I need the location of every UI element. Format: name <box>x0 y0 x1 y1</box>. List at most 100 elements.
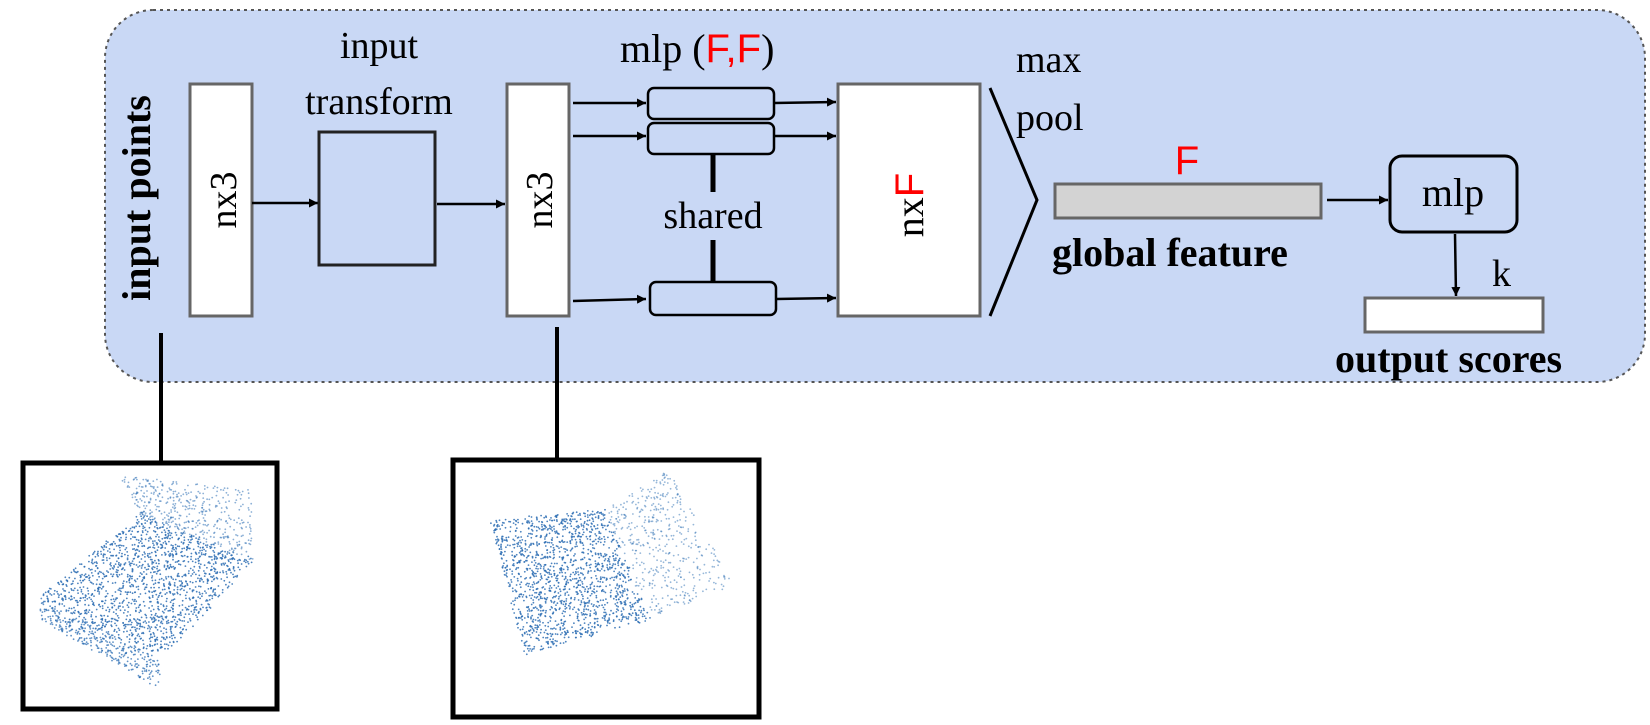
point <box>112 568 115 570</box>
point <box>152 480 155 482</box>
point <box>102 622 104 625</box>
point <box>609 563 611 565</box>
point <box>128 563 131 566</box>
point <box>88 567 90 570</box>
point <box>174 626 177 628</box>
point <box>60 610 62 613</box>
point <box>153 619 156 622</box>
point <box>130 583 133 586</box>
point <box>667 576 670 578</box>
point <box>653 537 656 540</box>
point <box>145 663 148 666</box>
point <box>218 594 221 597</box>
point <box>74 567 77 570</box>
point <box>569 518 572 521</box>
point <box>161 483 164 486</box>
point <box>517 521 520 524</box>
point <box>579 541 582 543</box>
point <box>530 543 532 546</box>
point <box>511 564 514 566</box>
point <box>155 508 158 511</box>
point <box>174 561 177 563</box>
point <box>198 522 201 525</box>
point <box>714 555 717 558</box>
point <box>721 588 724 591</box>
point <box>552 643 555 646</box>
point <box>638 621 641 624</box>
point <box>624 581 627 584</box>
point <box>555 644 558 647</box>
point <box>531 573 534 575</box>
point <box>125 533 127 536</box>
point <box>206 582 209 584</box>
point <box>538 624 541 626</box>
point <box>139 619 141 622</box>
point <box>549 615 551 618</box>
point <box>167 524 170 526</box>
point <box>125 597 128 600</box>
point <box>134 640 137 643</box>
point <box>627 616 630 618</box>
point <box>142 651 144 654</box>
point <box>129 591 132 594</box>
point <box>124 609 126 611</box>
point <box>635 549 638 552</box>
point <box>603 541 606 543</box>
point <box>164 531 167 534</box>
point <box>118 552 121 554</box>
point <box>599 599 602 602</box>
point <box>531 583 534 586</box>
point <box>506 544 509 546</box>
point <box>211 595 214 597</box>
point <box>622 574 625 577</box>
point <box>525 631 528 633</box>
point <box>580 635 582 638</box>
point <box>653 479 655 482</box>
point <box>118 564 121 567</box>
point <box>156 549 159 552</box>
point <box>610 609 612 612</box>
point <box>584 590 586 593</box>
point <box>117 557 120 560</box>
point <box>584 512 586 515</box>
point <box>44 608 47 611</box>
point <box>161 522 164 524</box>
point <box>44 591 47 594</box>
point <box>647 516 650 518</box>
point <box>161 537 164 540</box>
point <box>528 650 530 652</box>
point <box>579 589 581 592</box>
point <box>641 615 644 618</box>
point <box>550 640 553 643</box>
point <box>166 597 168 600</box>
point <box>574 597 576 599</box>
point <box>521 539 524 541</box>
point <box>647 488 649 491</box>
point <box>157 546 160 548</box>
point <box>531 524 533 527</box>
point <box>140 534 143 537</box>
point <box>659 548 661 551</box>
point <box>165 636 168 638</box>
point <box>595 577 598 580</box>
point <box>591 544 594 546</box>
point <box>187 508 190 510</box>
point <box>608 622 611 625</box>
point <box>51 610 54 612</box>
point <box>208 529 211 532</box>
point <box>187 520 190 523</box>
point <box>530 536 533 539</box>
point <box>626 593 628 596</box>
point <box>524 539 527 542</box>
point <box>42 601 44 604</box>
point <box>109 649 112 652</box>
point <box>157 671 159 674</box>
point <box>226 576 229 579</box>
point <box>635 581 638 583</box>
point <box>70 634 72 637</box>
point <box>560 568 563 570</box>
point <box>636 539 638 541</box>
point <box>505 546 507 549</box>
point <box>628 539 630 542</box>
point <box>578 576 581 579</box>
